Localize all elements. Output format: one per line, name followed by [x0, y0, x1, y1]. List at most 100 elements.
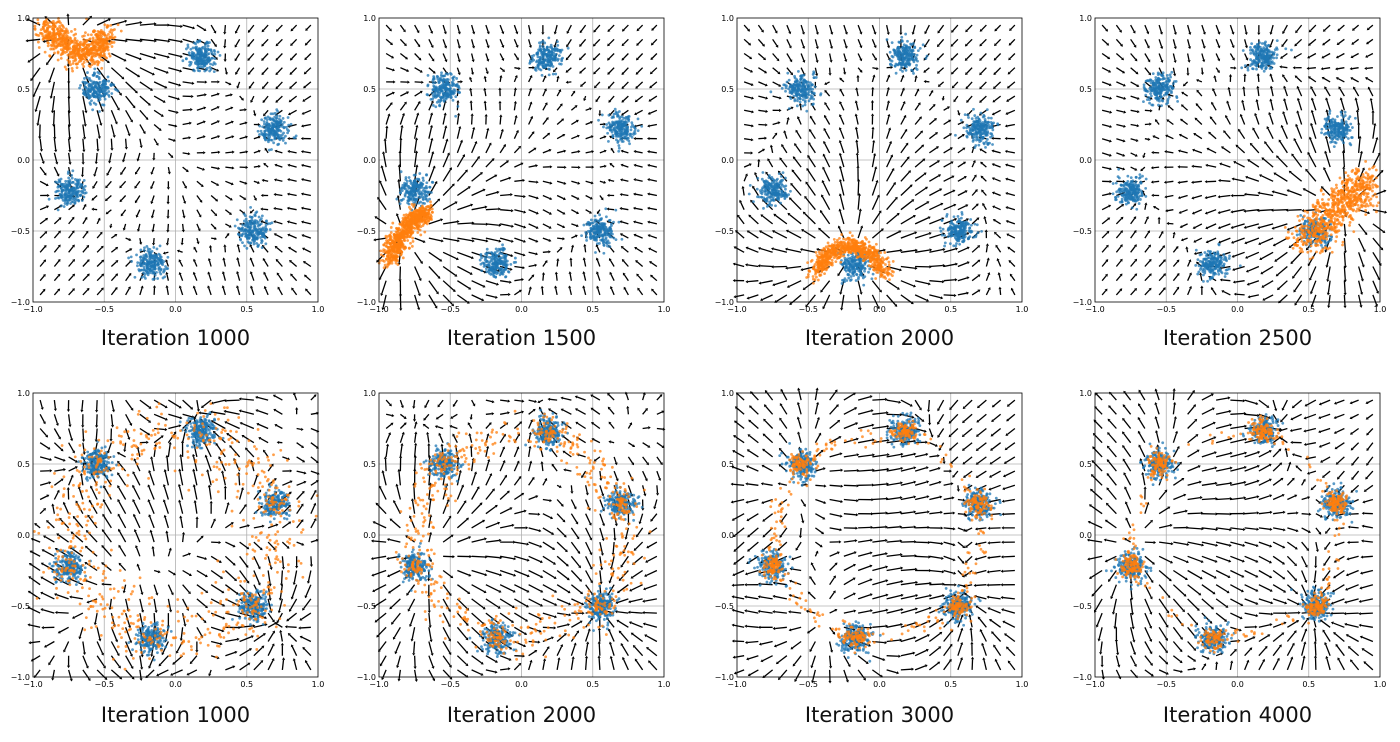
- quiver-arrowhead: [57, 244, 61, 248]
- quiver-arrow: [151, 181, 155, 188]
- quiver-arrow: [135, 195, 141, 202]
- quiver-arrow: [53, 246, 60, 253]
- quiver-arrow: [53, 260, 60, 267]
- quiver-arrow: [400, 67, 408, 72]
- generated-point: [89, 33, 93, 37]
- real-point: [246, 225, 250, 229]
- quiver-arrowhead: [127, 133, 131, 137]
- real-point: [94, 103, 98, 106]
- quiver-arrowhead: [244, 181, 248, 185]
- real-point: [602, 125, 605, 129]
- quiver-arrow: [110, 95, 119, 109]
- quiver-arrowhead: [288, 99, 292, 103]
- quiver-arrow: [652, 290, 658, 296]
- real-point: [145, 255, 149, 259]
- real-point: [81, 191, 85, 195]
- real-point: [454, 83, 458, 87]
- quiver-arrowhead: [41, 161, 45, 165]
- real-point: [212, 70, 216, 74]
- real-point: [211, 63, 215, 67]
- quiver-arrowhead: [105, 211, 109, 215]
- quiver-arrow: [500, 280, 510, 283]
- real-point: [256, 244, 260, 248]
- quiver-arrowhead: [150, 88, 153, 91]
- quiver-arrow: [110, 138, 113, 149]
- quiver-arrowhead: [485, 239, 489, 243]
- quiver-arrowhead: [591, 150, 595, 154]
- quiver-arrow: [276, 67, 283, 74]
- quiver-arrow: [428, 219, 441, 225]
- quiver-arrowhead: [91, 207, 95, 211]
- generated-point: [41, 26, 45, 30]
- quiver-arrow: [211, 151, 218, 154]
- quiver-arrowhead: [68, 149, 72, 153]
- real-point: [595, 225, 599, 229]
- quiver-arrowhead: [52, 124, 56, 127]
- quiver-arrowhead: [598, 113, 602, 117]
- quiver-arrow: [583, 287, 587, 296]
- quiver-arrow: [96, 19, 109, 26]
- quiver-arrow: [39, 260, 45, 267]
- quiver-arrow: [556, 134, 564, 140]
- quiver-arrowhead: [71, 216, 75, 220]
- real-point: [141, 259, 145, 263]
- real-point: [480, 256, 483, 260]
- real-point: [482, 265, 486, 268]
- quiver-arrowhead: [204, 80, 208, 84]
- quiver-arrowhead: [166, 201, 170, 205]
- quiver-arrow: [29, 52, 41, 62]
- real-point: [245, 246, 249, 250]
- real-point: [130, 259, 134, 263]
- quiver-arrow: [471, 237, 487, 242]
- generated-point: [105, 56, 108, 60]
- quiver-arrow: [555, 273, 558, 281]
- quiver-arrowhead: [240, 97, 244, 101]
- quiver-arrowhead: [580, 84, 584, 87]
- real-point: [509, 262, 513, 266]
- generated-point: [62, 26, 66, 29]
- quiver-arrow: [168, 67, 180, 72]
- real-point: [478, 258, 482, 262]
- real-point: [89, 95, 93, 98]
- quiver-arrow: [291, 53, 298, 60]
- real-point: [253, 237, 257, 241]
- x-tick-label: 0.0: [515, 305, 528, 314]
- quiver-arrowhead: [235, 71, 238, 75]
- generated-point: [37, 46, 41, 49]
- quiver-arrowhead: [101, 259, 105, 263]
- quiver-arrowhead: [43, 259, 47, 263]
- quiver-arrowhead: [38, 136, 42, 140]
- quiver-arrowhead: [176, 249, 180, 253]
- quiver-arrow: [385, 52, 393, 58]
- quiver-arrow: [513, 24, 518, 33]
- quiver-arrow: [649, 151, 657, 154]
- generated-point: [70, 67, 74, 70]
- generated-point: [48, 54, 52, 58]
- real-point: [209, 48, 213, 52]
- quiver-arrowhead: [99, 231, 103, 235]
- real-point: [479, 262, 483, 266]
- quiver-arrow: [443, 237, 458, 242]
- quiver-arrow: [181, 223, 184, 230]
- quiver-arrow: [514, 265, 523, 269]
- real-point: [613, 123, 617, 127]
- quiver-arrowhead: [419, 90, 423, 94]
- real-point: [627, 117, 631, 121]
- real-point: [190, 50, 194, 54]
- quiver-arrow: [277, 274, 283, 282]
- real-point: [404, 176, 408, 179]
- quiver-arrow: [650, 81, 658, 88]
- quiver-arrowhead: [459, 139, 463, 143]
- quiver-arrow: [182, 152, 189, 155]
- generated-point: [103, 49, 106, 53]
- generated-point: [49, 21, 53, 24]
- quiver-arrow: [514, 278, 522, 282]
- quiver-arrowhead: [648, 98, 652, 102]
- quiver-arrow: [51, 96, 56, 111]
- quiver-arrow: [239, 209, 244, 214]
- quiver-arrow: [649, 179, 658, 182]
- quiver-arrow: [585, 121, 591, 126]
- real-point: [550, 47, 554, 51]
- quiver-arrowhead: [398, 294, 403, 297]
- real-point: [84, 93, 88, 97]
